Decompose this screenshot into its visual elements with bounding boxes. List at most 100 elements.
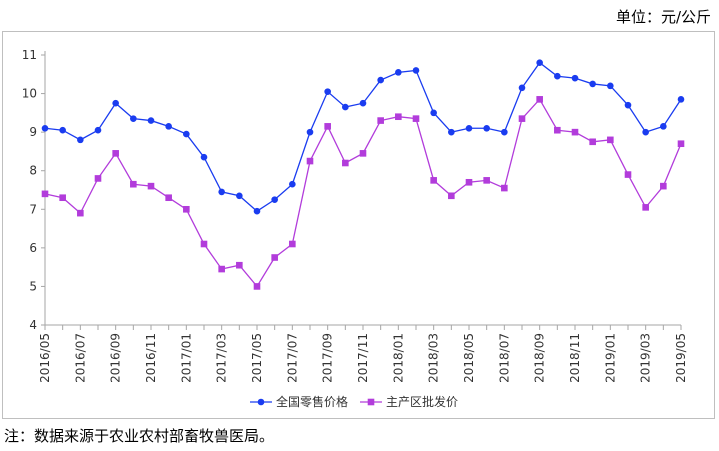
x-tick-label: 2019/03	[639, 333, 653, 383]
data-point-wholesale	[518, 115, 526, 122]
data-point-retail	[448, 128, 455, 136]
x-tick-label: 2017/07	[285, 333, 299, 383]
data-point-wholesale	[359, 150, 367, 157]
x-tick-label: 2017/11	[356, 333, 370, 383]
data-point-retail	[412, 67, 420, 74]
data-point-retail	[271, 196, 278, 203]
data-point-wholesale	[271, 254, 278, 261]
data-point-retail	[501, 128, 508, 136]
data-point-wholesale	[448, 192, 455, 200]
x-tick-label: 2016/11	[144, 333, 158, 383]
data-point-retail	[59, 126, 66, 134]
legend-wholesale-label: 主产区批发价	[386, 394, 458, 409]
data-point-retail	[589, 80, 596, 88]
series-line-1	[44, 61, 682, 213]
x-tick-label: 2018/11	[568, 333, 582, 383]
data-point-wholesale	[607, 136, 614, 144]
data-point-wholesale	[589, 138, 596, 146]
data-point-retail	[536, 59, 543, 67]
x-tick-label: 2016/07	[73, 333, 87, 383]
data-point-wholesale	[253, 283, 261, 290]
series-layer	[41, 59, 685, 290]
y-tick-label: 9	[29, 125, 37, 139]
data-point-wholesale	[289, 240, 296, 248]
source-note: 注：数据来源于农业农村部畜牧兽医局。	[4, 427, 275, 445]
data-point-wholesale	[41, 190, 49, 198]
y-tick-label: 5	[29, 279, 37, 293]
data-point-wholesale	[112, 150, 119, 157]
y-tick-label: 8	[29, 164, 37, 178]
x-tick-label: 2016/09	[109, 333, 123, 383]
x-tick-label: 2016/05	[38, 333, 52, 383]
data-point-wholesale	[218, 265, 225, 273]
data-point-retail	[77, 136, 84, 144]
x-tick-label: 2018/05	[462, 333, 476, 383]
data-point-wholesale	[165, 194, 172, 202]
data-point-retail	[624, 101, 632, 109]
data-point-wholesale	[306, 157, 314, 165]
y-axis: 4 5 6 7 8 9 10 11	[22, 48, 46, 332]
data-point-retail	[483, 124, 490, 132]
data-point-retail	[324, 88, 331, 95]
chart-frame	[2, 31, 715, 419]
x-tick-label: 2017/09	[321, 333, 335, 383]
data-point-wholesale	[465, 178, 473, 186]
x-axis: 2016/05 2016/07 2016/09 2016/11 2017/01 2017/…	[38, 324, 688, 383]
legend-wholesale-marker	[367, 398, 375, 406]
data-point-retail	[200, 153, 208, 161]
data-point-retail	[642, 128, 649, 136]
data-point-wholesale	[624, 171, 632, 178]
data-point-retail	[183, 130, 190, 138]
data-point-wholesale	[483, 177, 490, 184]
legend: 全国零售价格 主产区批发价	[250, 394, 458, 409]
data-point-retail	[147, 117, 155, 124]
data-point-wholesale	[677, 140, 685, 148]
data-point-wholesale	[94, 175, 102, 182]
data-point-retail	[430, 109, 437, 117]
data-point-wholesale	[236, 261, 243, 269]
data-point-retail	[289, 180, 296, 188]
data-point-retail	[342, 103, 349, 111]
data-point-wholesale	[59, 194, 66, 202]
series-line-2	[44, 98, 682, 288]
unit-label: 单位：元/公斤	[615, 8, 711, 26]
data-point-wholesale	[324, 123, 331, 130]
legend-retail-label: 全国零售价格	[276, 394, 348, 409]
y-tick-label: 11	[22, 48, 37, 62]
data-point-retail	[165, 123, 172, 130]
data-point-wholesale	[536, 96, 543, 103]
data-point-retail	[377, 76, 384, 84]
data-point-retail	[518, 84, 526, 92]
data-point-retail	[465, 124, 473, 132]
data-point-retail	[218, 188, 225, 196]
data-point-retail	[306, 128, 314, 136]
y-tick-label: 6	[29, 241, 37, 255]
x-tick-label: 2017/03	[215, 333, 229, 383]
data-point-retail	[94, 126, 102, 134]
data-point-retail	[236, 192, 243, 200]
data-point-retail	[554, 72, 561, 80]
y-tick-label: 4	[29, 318, 37, 332]
data-point-retail	[607, 82, 614, 90]
y-tick-label: 10	[22, 87, 37, 101]
data-point-wholesale	[554, 126, 561, 134]
data-point-retail	[395, 69, 402, 76]
data-point-wholesale	[412, 115, 420, 122]
legend-retail-marker	[257, 398, 265, 406]
data-point-wholesale	[200, 240, 208, 248]
data-point-wholesale	[430, 177, 437, 184]
data-point-retail	[677, 96, 685, 103]
data-point-wholesale	[571, 128, 579, 136]
x-tick-label: 2017/01	[179, 333, 193, 383]
y-tick-label: 7	[29, 202, 37, 216]
data-point-retail	[359, 99, 367, 107]
x-tick-label: 2018/07	[497, 333, 511, 383]
data-point-wholesale	[77, 209, 84, 217]
data-point-retail	[112, 99, 119, 107]
x-tick-label: 2018/09	[533, 333, 547, 383]
x-tick-label: 2018/03	[427, 333, 441, 383]
x-tick-label: 2019/05	[674, 333, 688, 383]
data-point-wholesale	[660, 182, 667, 190]
x-tick-label: 2017/05	[250, 333, 264, 383]
